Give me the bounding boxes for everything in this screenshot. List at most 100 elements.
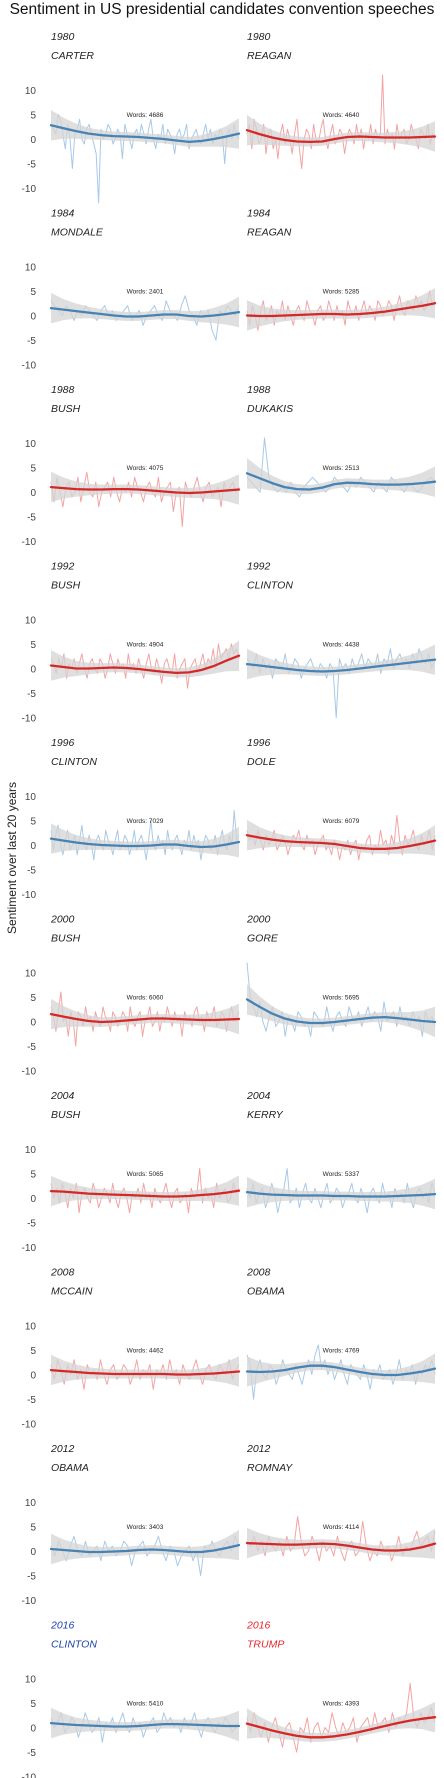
word-count-label: Words: 6060 [127,995,164,1002]
panel-year: 1992 [51,561,75,573]
confidence-ribbon [247,1353,435,1387]
y-tick-label: 10 [25,262,37,273]
y-tick-label: -5 [27,1748,36,1759]
y-tick-label: 5 [30,816,36,827]
panel-candidate: DUKAKIS [247,403,293,415]
smooth-trend-line [245,1541,437,1552]
y-tick-label: 5 [30,993,36,1004]
panel-year: 1988 [247,384,271,396]
word-count-label: Words: 4114 [323,1524,360,1531]
y-tick-label: 0 [30,665,36,676]
y-tick-label: -10 [22,890,37,901]
y-tick-label: 0 [30,488,36,499]
confidence-ribbon [51,823,239,858]
word-count-label: Words: 5695 [323,995,360,1002]
panel-year: 1980 [247,31,271,43]
y-tick-label: -10 [22,1773,37,1778]
raw-sentiment-line [50,471,240,527]
confidence-ribbon [51,1175,239,1207]
word-count-label: Words: 4640 [323,112,360,119]
y-tick-label: -5 [27,1572,36,1583]
confidence-ribbon [247,458,435,497]
word-count-label: Words: 4393 [323,1701,360,1708]
y-tick-label: -5 [27,689,36,700]
confidence-ribbon [51,471,239,505]
y-tick-label: -10 [22,537,37,548]
panel-1996-clinton: 1996 CLINTON 10 5 0 -5 -10 Words: 7029 [22,737,241,901]
panel-candidate: OBAMA [247,1286,285,1298]
smooth-trend-line [245,129,437,144]
y-tick-label: -5 [27,336,36,347]
panel-1984-mondale: 1984 MONDALE 10 5 0 -5 -10 Words: 2401 [22,208,241,372]
panel-1984-reagan: 1984 REAGAN Words: 5285 [245,208,437,331]
word-count-label: Words: 4686 [127,112,164,119]
chart-title: Sentiment in US presidential candidates … [9,1,435,18]
confidence-ribbon [247,288,435,331]
panel-candidate: CLINTON [247,580,293,592]
y-tick-label: -5 [27,513,36,524]
y-tick-label: 0 [30,1018,36,1029]
word-count-label: Words: 2401 [127,289,164,296]
panel-year: 2016 [50,1620,75,1632]
panel-1992-bush: 1992 BUSH 10 5 0 -5 -10 Words: 4904 [22,561,241,725]
panel-2012-obama: 2012 OBAMA 10 5 0 -5 -10 Words: 3403 [22,1443,241,1607]
y-tick-label: 0 [30,841,36,852]
confidence-ribbon [247,1176,435,1210]
y-tick-label: 5 [30,287,36,298]
y-tick-label: -5 [27,866,36,877]
confidence-ribbon [51,998,239,1035]
panel-year: 1996 [51,737,75,749]
y-tick-label: 0 [30,1371,36,1382]
y-tick-label: 10 [25,439,37,450]
panel-candidate: MONDALE [51,227,104,239]
y-tick-label: -10 [22,1420,37,1431]
panel-2000-bush: 2000 BUSH 10 5 0 -5 -10 Words: 6060 [22,914,241,1078]
y-tick-label: 5 [30,640,36,651]
smooth-trend-line [245,1716,437,1739]
y-tick-label: 5 [30,110,36,121]
panel-2016-trump: 2016 TRUMP Words: 4393 [245,1620,437,1753]
panel-year: 2012 [246,1443,271,1455]
raw-sentiment-line [246,74,436,169]
y-tick-label: -5 [27,1042,36,1053]
panel-year: 1980 [51,31,75,43]
panel-candidate: CLINTON [51,1639,97,1651]
confidence-ribbon [247,1701,435,1742]
smooth-trend-line [49,124,241,144]
smooth-trend-line [49,1543,241,1554]
y-tick-label: 5 [30,1169,36,1180]
panel-1992-clinton: 1992 CLINTON Words: 4438 [245,561,437,719]
word-count-label: Words: 3403 [127,1524,164,1531]
y-tick-label: 0 [30,1724,36,1735]
smooth-trend-line [245,998,437,1025]
y-tick-label: 0 [30,312,36,323]
smooth-trend-line [245,834,437,851]
word-count-label: Words: 4075 [127,465,164,472]
panel-candidate: OBAMA [51,1462,89,1474]
smooth-trend-line [245,302,437,318]
word-count-label: Words: 7029 [127,818,164,825]
panel-candidate: CARTER [51,50,94,62]
panel-candidate: CLINTON [51,756,97,768]
word-count-label: Words: 5285 [323,289,360,296]
y-tick-label: 5 [30,463,36,474]
word-count-label: Words: 4462 [127,1348,164,1355]
word-count-label: Words: 4438 [323,642,360,649]
panel-candidate: DOLE [247,756,277,768]
smooth-trend-line [245,472,437,491]
panel-2004-kerry: 2004 KERRY Words: 5337 [245,1090,437,1214]
panel-candidate: BUSH [51,933,81,945]
smooth-trend-line [49,1012,241,1024]
smooth-trend-line [49,654,241,675]
y-tick-label: -10 [22,1596,37,1607]
y-tick-label: 10 [25,615,37,626]
panel-candidate: KERRY [247,1109,284,1121]
panel-candidate: REAGAN [247,50,292,62]
raw-sentiment-line [50,810,240,861]
smooth-trend-line [49,1368,241,1376]
panel-year: 2000 [246,914,271,926]
word-count-label: Words: 5337 [323,1171,360,1178]
y-tick-label: -10 [22,1243,37,1254]
panel-2008-mccain: 2008 MCCAIN 10 5 0 -5 -10 Words: 4462 [22,1267,241,1431]
